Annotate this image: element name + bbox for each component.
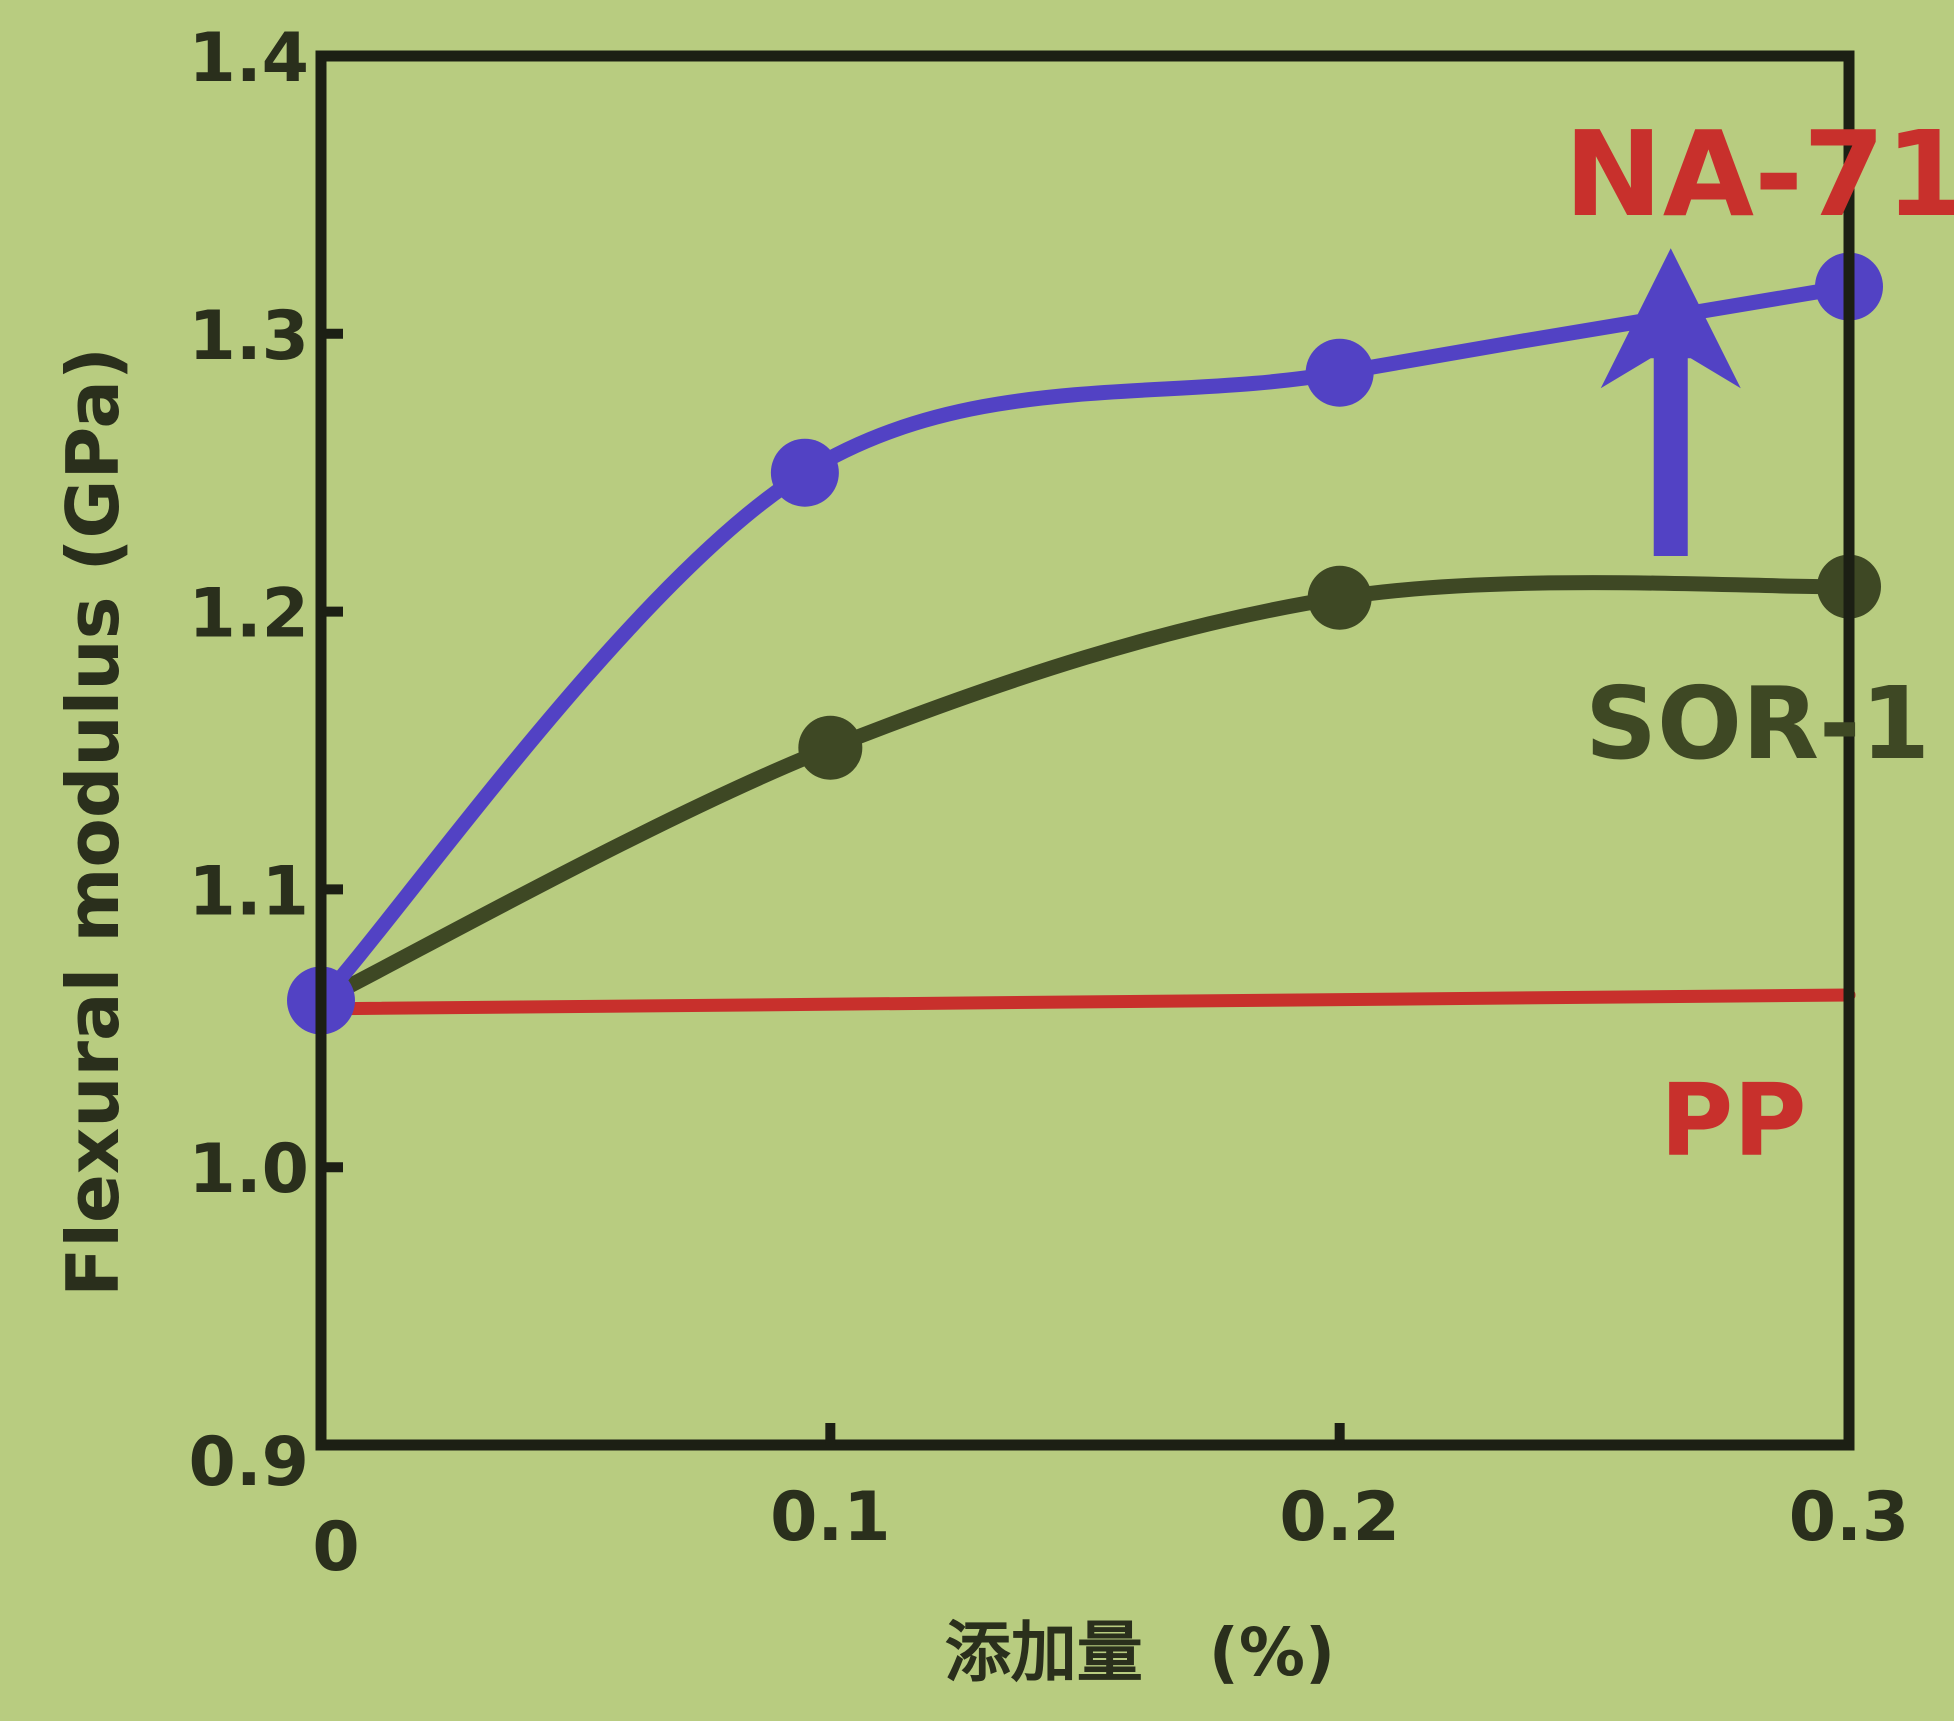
data-point-na-71 <box>1305 338 1374 407</box>
x-tick-label: 0 <box>312 1508 359 1587</box>
y-axis-label: Flexural modulus (GPa) <box>51 347 135 1297</box>
series-line-sor-1 <box>313 575 1857 1009</box>
y-tick-label: 0.9 <box>189 1423 309 1502</box>
data-point-na-71 <box>770 438 839 507</box>
y-tick-label: 1.3 <box>189 297 309 376</box>
x-tick-label: 0.2 <box>1279 1478 1399 1557</box>
x-axis-label: 添加量 (%) <box>945 1614 1335 1691</box>
data-point-sor-1 <box>1307 565 1372 630</box>
y-tick-label: 1.2 <box>189 575 309 654</box>
x-tick-label: 0.3 <box>1789 1478 1909 1557</box>
y-tick-label: 1.0 <box>189 1130 309 1209</box>
data-point-sor-1 <box>798 715 863 780</box>
series-label-sor-1: SOR-1 <box>1585 665 1930 782</box>
series-label-pp: PP <box>1660 1062 1807 1179</box>
y-tick-label: 1.4 <box>189 19 309 98</box>
arrow-up-icon <box>1600 248 1741 389</box>
x-tick-label: 0.1 <box>770 1478 890 1557</box>
series-line-pp <box>314 988 1856 1016</box>
y-tick-label: 1.1 <box>189 852 309 931</box>
series-line-na-71 <box>313 279 1857 1009</box>
plot-frame <box>315 50 1855 1451</box>
series-label-na-71: NA-71 <box>1564 105 1954 243</box>
